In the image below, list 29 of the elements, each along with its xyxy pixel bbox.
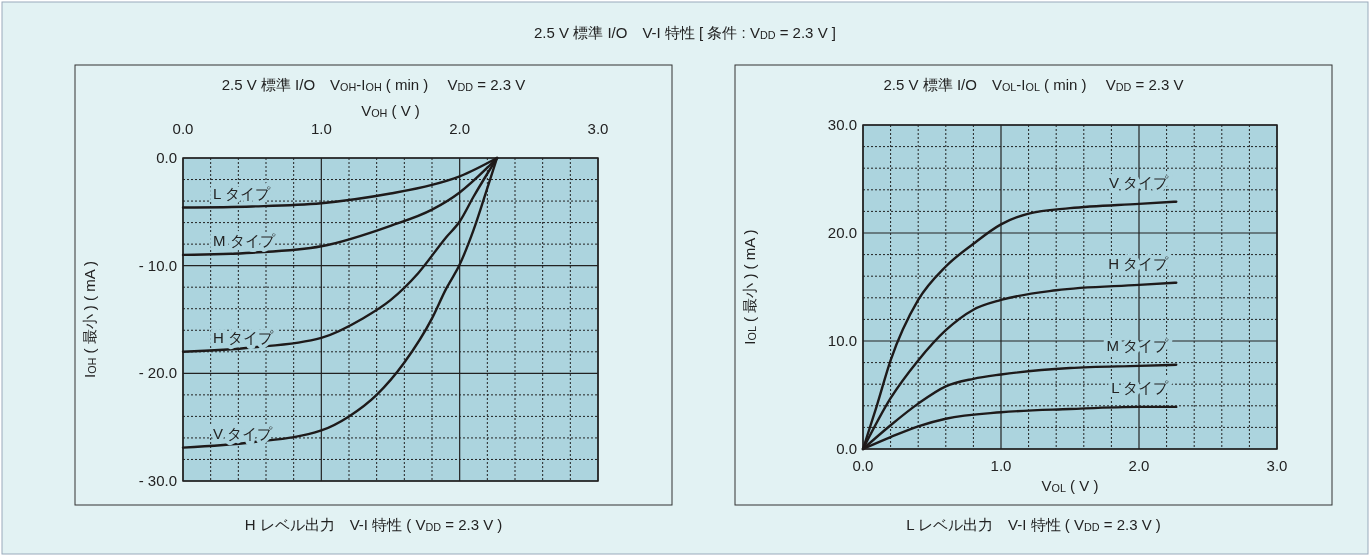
- x-tick-label: 3.0: [1266, 457, 1288, 474]
- text: L レベル出力 V-I 特性 ( VDD = 2.3 V ): [906, 516, 1161, 533]
- x-tick-label: 1.0: [310, 120, 332, 137]
- x-tick-label: 1.0: [990, 457, 1012, 474]
- x-tick-label: 0.0: [852, 457, 874, 474]
- x-tick-label: 0.0: [172, 120, 194, 137]
- x-tick-label: 2.0: [1128, 457, 1150, 474]
- chart-title: 2.5 V 標準 I/O VOL-IOL ( min ) VDD = 2.3 V: [883, 76, 1184, 93]
- y-tick-label: - 20.0: [138, 364, 177, 382]
- text: 2.5 V 標準 I/O V-I 特性 [ 条件 : VDD = 2.3 V ]: [534, 24, 836, 41]
- x-tick-label: 3.0: [587, 120, 609, 137]
- x-axis-title: VOL ( V ): [1041, 477, 1099, 494]
- y-tick-label: 20.0: [827, 224, 857, 241]
- chart-title: 2.5 V 標準 I/O VOH-IOH ( min ) VDD = 2.3 V: [221, 76, 526, 93]
- y-axis-title: IOL ( 最小 ) ( mA ): [741, 229, 758, 345]
- y-tick-label: 0.0: [156, 149, 177, 166]
- text: H レベル出力 V-I 特性 ( VDD = 2.3 V ): [244, 516, 503, 533]
- y-tick-label: 30.0: [827, 116, 857, 133]
- y-tick-label: - 30.0: [138, 472, 177, 489]
- series-label: H タイプ: [213, 328, 274, 346]
- series-label: V タイプ: [213, 424, 274, 442]
- x-axis-title: VOH ( V ): [361, 102, 420, 119]
- y-tick-label: - 10.0: [138, 256, 177, 274]
- y-axis-title: IOH ( 最小 ) ( mA ): [81, 260, 98, 379]
- y-tick-label: 0.0: [836, 440, 857, 457]
- series-label: L タイプ: [213, 184, 271, 202]
- series-label: M タイプ: [213, 231, 276, 249]
- x-tick-label: 2.0: [449, 120, 471, 137]
- y-tick-label: 10.0: [827, 332, 857, 349]
